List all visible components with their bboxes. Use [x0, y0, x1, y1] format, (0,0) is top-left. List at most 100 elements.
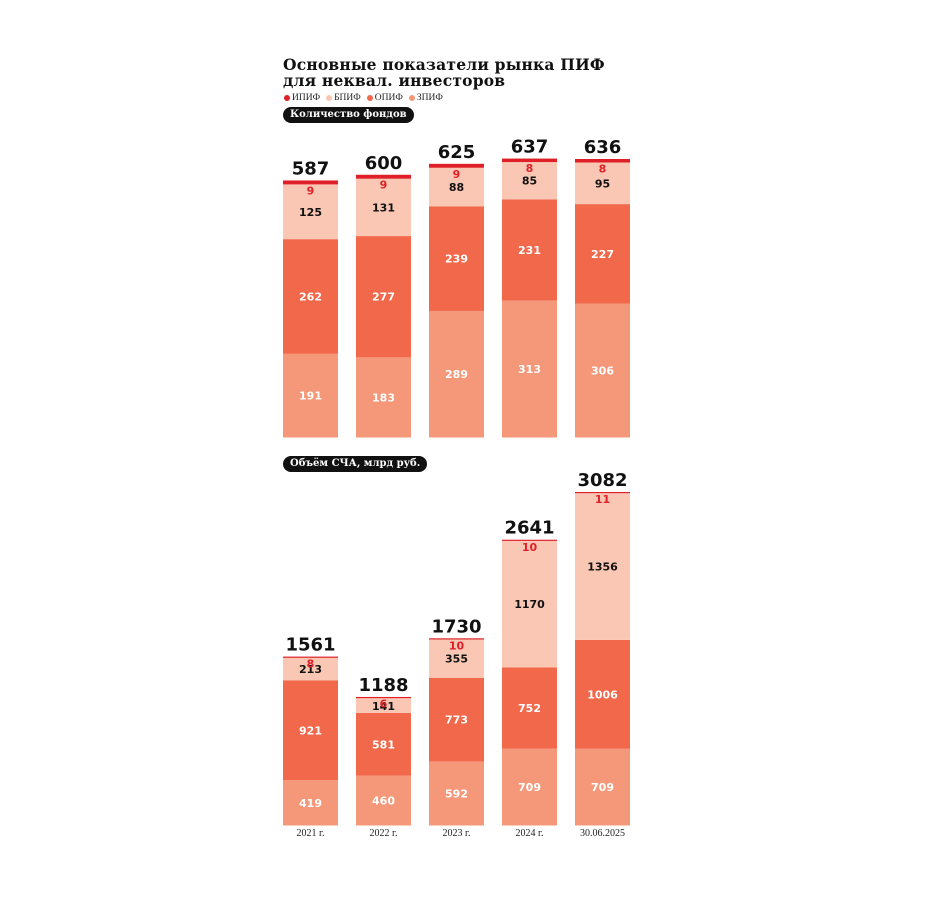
value-label-count-ЗПИФ-4: 306	[591, 365, 614, 378]
bar-segment-assets-ОПИФ-4	[575, 639, 630, 749]
bar-segment-count-ЗПИФ-0	[283, 353, 338, 438]
value-label-assets-ЗПИФ-1: 460	[372, 795, 395, 808]
bar-segment-assets-ИПИФ-1	[356, 696, 411, 699]
value-label-assets-ОПИФ-3: 752	[518, 702, 541, 715]
title-line-2: для неквал. инвесторов	[283, 71, 506, 90]
legend-swatch-zpif	[408, 95, 415, 101]
bar-segment-assets-БПИФ-0	[283, 657, 338, 681]
bar-segment-count-ОПИФ-3	[502, 199, 557, 301]
bar-segment-count-ЗПИФ-3	[502, 300, 557, 438]
x-tick-label-3: 2024 г.	[516, 828, 544, 839]
legend-item-zpif: ЗПИФ	[408, 93, 443, 103]
bar-segment-count-БПИФ-2	[429, 167, 484, 207]
value-label-assets-БПИФ-2: 355	[445, 653, 468, 666]
x-tick-label-1: 2022 г.	[370, 828, 398, 839]
value-label-assets-ОПИФ-1: 581	[372, 738, 395, 751]
title-line-1: Основные показатели рынка ПИФ	[283, 55, 605, 74]
value-label-assets-ЗПИФ-0: 419	[299, 797, 322, 810]
legend-label-opif: ОПИФ	[374, 93, 403, 103]
value-label-count-ЗПИФ-2: 289	[445, 368, 468, 381]
value-label-assets-БПИФ-3: 1170	[514, 598, 545, 611]
legend-item-opif: ОПИФ	[366, 93, 403, 103]
legend-label-ipif: ИПИФ	[292, 93, 321, 103]
bar-segment-count-ЗПИФ-1	[356, 357, 411, 438]
legend-item-ipif: ИПИФ	[284, 93, 320, 103]
total-label-assets-4: 3082	[577, 470, 627, 491]
value-label-assets-БПИФ-4: 1356	[587, 561, 618, 574]
value-label-assets-ОПИФ-0: 921	[299, 724, 322, 737]
x-tick-label-0: 2021 г.	[297, 828, 325, 839]
value-label-assets-ИПИФ-3: 10	[522, 541, 538, 554]
value-label-count-ОПИФ-4: 227	[591, 248, 614, 261]
value-label-assets-ОПИФ-4: 1006	[587, 688, 618, 701]
value-label-assets-БПИФ-1: 141	[372, 700, 395, 713]
value-label-count-БПИФ-2: 88	[449, 181, 464, 194]
bar-segment-assets-БПИФ-1	[356, 697, 411, 713]
legend: ИПИФ БПИФ ОПИФ ЗПИФ	[284, 92, 443, 104]
bar-segment-count-ОПИФ-4	[575, 204, 630, 304]
value-label-count-ОПИФ-2: 239	[445, 253, 468, 266]
total-label-assets-0: 1561	[285, 635, 335, 656]
panel-label-net-assets: Объём СЧА, млрд руб.	[283, 456, 428, 472]
total-label-count-1: 600	[365, 153, 403, 174]
value-label-count-БПИФ-4: 95	[595, 177, 610, 190]
value-label-assets-ЗПИФ-3: 709	[518, 781, 541, 794]
bar-segment-count-ИПИФ-2	[429, 163, 484, 168]
bar-segment-assets-ОПИФ-2	[429, 677, 484, 762]
value-label-assets-ЗПИФ-2: 592	[445, 787, 468, 800]
total-label-assets-2: 1730	[431, 616, 481, 637]
value-label-count-БПИФ-1: 131	[372, 201, 395, 214]
bar-segment-assets-ЗПИФ-1	[356, 775, 411, 826]
bar-segment-assets-ОПИФ-3	[502, 667, 557, 749]
legend-swatch-opif	[366, 95, 373, 101]
total-label-assets-1: 1188	[358, 675, 408, 696]
bar-segment-count-ИПИФ-0	[283, 180, 338, 185]
bar-segment-count-ЗПИФ-4	[575, 303, 630, 438]
value-label-count-ИПИФ-1: 9	[380, 179, 388, 192]
value-label-assets-ИПИФ-2: 10	[449, 639, 465, 652]
bar-segment-assets-ИПИФ-2	[429, 638, 484, 640]
value-label-assets-ЗПИФ-4: 709	[591, 781, 614, 794]
bar-segment-assets-ЗПИФ-2	[429, 761, 484, 826]
value-label-assets-ИПИФ-1: 6	[380, 698, 388, 711]
total-label-count-4: 636	[584, 137, 622, 158]
value-label-assets-ИПИФ-4: 11	[595, 493, 610, 506]
bar-segment-count-ИПИФ-4	[575, 159, 630, 163]
bar-segment-assets-ЗПИФ-4	[575, 748, 630, 826]
total-label-count-2: 625	[438, 142, 476, 163]
bar-segment-assets-ОПИФ-0	[283, 680, 338, 781]
bar-segment-assets-ЗПИФ-3	[502, 748, 557, 826]
bar-segment-count-ОПИФ-1	[356, 236, 411, 358]
bar-segment-count-БПИФ-4	[575, 162, 630, 205]
value-label-count-ИПИФ-4: 8	[599, 163, 607, 176]
total-label-count-0: 587	[292, 158, 330, 179]
x-tick-label-2: 2023 г.	[443, 828, 471, 839]
bar-segment-count-БПИФ-0	[283, 184, 338, 240]
bar-segment-count-ИПИФ-3	[502, 158, 557, 163]
value-label-assets-ОПИФ-2: 773	[445, 714, 468, 727]
total-label-count-3: 637	[511, 137, 549, 158]
bar-segment-assets-БПИФ-4	[575, 493, 630, 640]
bar-segment-assets-ИПИФ-3	[502, 539, 557, 541]
value-label-count-ЗПИФ-1: 183	[372, 391, 395, 404]
bar-segment-assets-ИПИФ-4	[575, 492, 630, 494]
value-label-assets-ИПИФ-0: 8	[307, 657, 315, 670]
legend-swatch-bpif	[326, 95, 333, 101]
panel-label-fund-count: Количество фондов	[283, 107, 414, 123]
bar-segment-assets-ИПИФ-0	[283, 656, 338, 658]
value-label-count-ИПИФ-2: 9	[453, 168, 461, 181]
x-tick-label-4: 30.06.2025	[580, 828, 625, 839]
value-label-count-ИПИФ-0: 9	[307, 184, 315, 197]
chart-title: Основные показатели рынка ПИФ для неквал…	[283, 57, 643, 89]
value-label-count-ОПИФ-0: 262	[299, 290, 322, 303]
bar-segment-count-ЗПИФ-2	[429, 310, 484, 438]
value-label-count-БПИФ-0: 125	[299, 206, 322, 219]
value-label-assets-БПИФ-0: 213	[299, 663, 322, 676]
bar-segment-count-ОПИФ-0	[283, 239, 338, 354]
legend-label-bpif: БПИФ	[334, 93, 361, 103]
legend-item-bpif: БПИФ	[326, 93, 361, 103]
bar-segment-count-БПИФ-1	[356, 178, 411, 237]
legend-swatch-ipif	[284, 95, 290, 101]
bar-segment-count-БПИФ-3	[502, 162, 557, 200]
bar-segment-assets-БПИФ-2	[429, 639, 484, 678]
